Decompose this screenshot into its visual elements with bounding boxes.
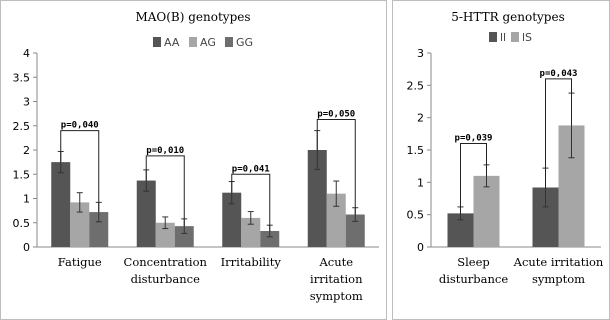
- chart-legend: ll lS: [489, 31, 532, 44]
- legend-label: AA: [164, 36, 180, 49]
- bar: [155, 222, 175, 247]
- legend-label: ll: [500, 31, 506, 44]
- category-label: Sleep: [457, 255, 490, 269]
- bar: [326, 193, 346, 247]
- significance-bracket: [460, 143, 487, 214]
- bar: [174, 226, 194, 247]
- y-tick-label: 2.5: [13, 120, 31, 133]
- bar: [89, 212, 109, 247]
- bar: [241, 217, 261, 247]
- y-tick-label: 1: [417, 176, 424, 189]
- significance-bracket: [60, 130, 100, 213]
- chart-legend: AA AG GG: [153, 36, 253, 49]
- bar: [473, 175, 500, 247]
- category-label: Acute: [318, 255, 353, 269]
- p-value-label: p=0,041: [232, 164, 270, 174]
- category-label: symptom: [310, 289, 363, 303]
- y-tick-label: 3: [23, 96, 30, 109]
- bar: [136, 180, 156, 247]
- category-label: Irritability: [221, 255, 282, 269]
- p-value-label: p=0,039: [455, 134, 493, 144]
- category-label: disturbance: [131, 272, 201, 286]
- category-label: Acute irritation: [513, 255, 604, 269]
- chart-title: 5-HTTR genotypes: [451, 10, 565, 24]
- bar: [70, 202, 90, 247]
- y-tick-label: 3.5: [13, 71, 31, 84]
- y-tick-label: 1: [23, 193, 30, 206]
- bar: [307, 150, 327, 247]
- bar: [222, 192, 242, 247]
- category-label: symptom: [532, 272, 585, 286]
- chart-title: MAO(B) genotypes: [135, 10, 250, 24]
- significance-bracket: [145, 155, 185, 227]
- category-label: irritation: [310, 272, 363, 286]
- category-label: Concentration: [124, 255, 208, 269]
- y-tick-label: 4: [23, 47, 30, 60]
- legend-swatch: [489, 32, 497, 42]
- y-tick-label: 3: [417, 47, 424, 60]
- category-label: disturbance: [439, 272, 509, 286]
- mao-b-chart: MAO(B) genotypes AA AG GG 0 0.5 1 1.5 2 2.5 3 3.5…: [13, 10, 379, 303]
- bar: [260, 230, 280, 247]
- legend-label: AG: [200, 36, 216, 49]
- bar: [51, 162, 71, 247]
- p-value-label: p=0,010: [146, 146, 184, 156]
- plot-area: 0 0.5 1 1.5 2 2.5 3 Sleep disturbance Acute irrit…: [407, 47, 604, 286]
- y-tick-label: 0: [417, 241, 424, 254]
- y-tick-label: 0.5: [13, 217, 31, 230]
- p-value-label: p=0,050: [317, 109, 355, 119]
- p-value-label: p=0,040: [61, 121, 99, 131]
- legend-swatch: [153, 37, 161, 47]
- 5-httr-chart-panel: 5-HTTR genotypes ll lS 0 0.5 1 1.5 2 2.5 3 Sleep…: [392, 0, 610, 320]
- legend-label: GG: [236, 36, 253, 49]
- legend-swatch: [225, 37, 233, 47]
- bar: [345, 214, 365, 247]
- category-label: Fatigue: [58, 255, 102, 269]
- legend-swatch: [511, 32, 519, 42]
- y-tick-label: 0: [23, 241, 30, 254]
- y-tick-label: 1.5: [407, 144, 425, 157]
- significance-bracket: [316, 118, 356, 215]
- y-tick-label: 2: [23, 144, 30, 157]
- y-tick-label: 1.5: [13, 168, 31, 181]
- legend-label: lS: [522, 31, 532, 44]
- y-tick-label: 2: [417, 112, 424, 125]
- significance-bracket: [545, 78, 572, 188]
- significance-bracket: [231, 173, 271, 231]
- legend-swatch: [189, 37, 197, 47]
- p-value-label: p=0,043: [540, 69, 578, 79]
- 5-httr-chart: 5-HTTR genotypes ll lS 0 0.5 1 1.5 2 2.5 3 Sleep…: [407, 10, 604, 286]
- y-tick-label: 2.5: [407, 79, 425, 92]
- y-tick-label: 0.5: [407, 209, 425, 222]
- plot-area: 0 0.5 1 1.5 2 2.5 3 3.5 4 Fatigue Concentration dis…: [13, 47, 379, 303]
- mao-b-chart-panel: MAO(B) genotypes AA AG GG 0 0.5 1 1.5 2 2.5 3 3.5…: [0, 0, 387, 320]
